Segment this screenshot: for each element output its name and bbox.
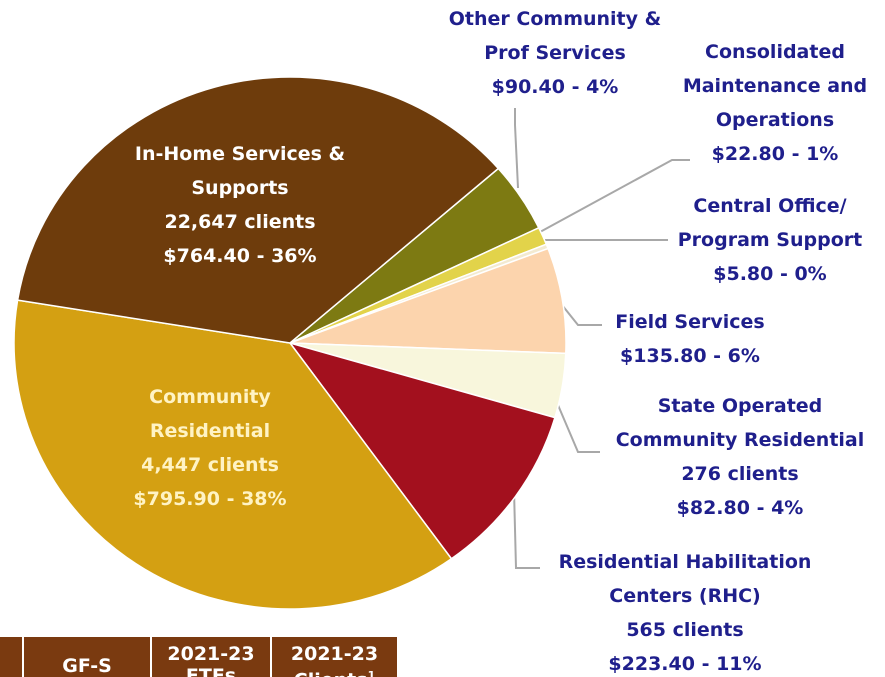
slice-name: Community Residential xyxy=(149,386,271,442)
slice-label: Other Community & Prof Services $90.40 - … xyxy=(425,2,685,104)
table-header-cell: GF-S xyxy=(22,637,150,677)
slice-name: Central Office/ Program Support xyxy=(677,195,863,251)
table-header-cell: 2021-23 Clients1 xyxy=(270,637,397,677)
leader-lines xyxy=(513,108,690,569)
slice-label: Consolidated Maintenance and Operations $… xyxy=(660,35,885,171)
slice-label: Field Services $135.80 - 6% xyxy=(590,305,790,373)
value-label: $795.90 - 38% xyxy=(133,488,287,510)
value-label: $135.80 - 6% xyxy=(620,345,760,367)
slice-label: Central Office/ Program Support $5.80 - 0… xyxy=(660,189,880,291)
value-label: $5.80 - 0% xyxy=(713,263,827,285)
slice-label: Community Residential 4,447 clients $795.9… xyxy=(95,380,325,516)
slice-label: In-Home Services & Supports 22,647 client… xyxy=(110,137,370,273)
header-text: 2021-23 Clients xyxy=(290,643,379,677)
pie-slice xyxy=(16,76,500,344)
slice-name: Field Services xyxy=(615,311,765,333)
table-header-cell xyxy=(0,637,22,677)
value-label: $764.40 - 36% xyxy=(163,245,317,267)
leader-line xyxy=(554,397,600,453)
slice-name: Consolidated Maintenance and Operations xyxy=(682,41,868,131)
slice-name: Residential Habilitation Centers (RHC) xyxy=(558,551,812,607)
slice-name: State Operated Community Residential xyxy=(615,395,865,451)
table-header-cell: 2021-23 FTEs xyxy=(150,637,270,677)
slice-name: In-Home Services & Supports xyxy=(134,143,346,199)
client-count: 22,647 clients xyxy=(164,211,316,233)
leader-line xyxy=(514,108,519,189)
value-label: $82.80 - 4% xyxy=(676,497,804,519)
pie-slice xyxy=(288,341,556,560)
client-count: 4,447 clients xyxy=(141,454,279,476)
pie xyxy=(13,76,567,610)
slice-label: State Operated Community Residential 276 … xyxy=(595,389,885,525)
footnote: 1 xyxy=(367,669,376,677)
client-count: 565 clients xyxy=(626,619,744,641)
client-count: 276 clients xyxy=(681,463,799,485)
leader-line xyxy=(557,299,602,326)
value-label: $223.40 - 11% xyxy=(608,653,762,675)
value-label: $22.80 - 1% xyxy=(711,143,839,165)
slice-name: Other Community & Prof Services xyxy=(448,8,662,64)
pie-slice xyxy=(13,299,453,610)
slice-label: Residential Habilitation Centers (RHC) 56… xyxy=(535,545,835,677)
leader-line xyxy=(539,159,690,233)
leader-line xyxy=(513,489,540,569)
value-label: $90.40 - 4% xyxy=(491,76,619,98)
pie-slice xyxy=(289,247,567,355)
